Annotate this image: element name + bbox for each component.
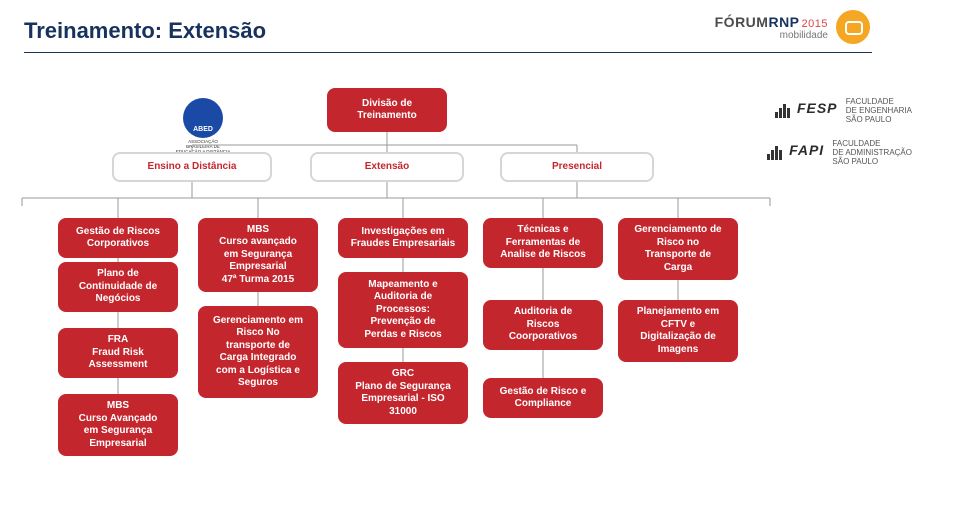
forum-rnp: RNP: [768, 14, 799, 30]
org-node-l2b: Extensão: [310, 152, 464, 182]
org-node-c3b: Mapeamento e Auditoria de Processos: Pre…: [338, 272, 468, 348]
org-node-c5b: Planejamento em CFTV e Digitalização de …: [618, 300, 738, 362]
forum-year: 2015: [802, 18, 828, 30]
page-title: Treinamento: Extensão: [24, 18, 266, 44]
org-node-c1b: Plano de Continuidade de Negócios: [58, 262, 178, 312]
forum-bubble-icon: [836, 10, 870, 44]
org-node-c4b: Auditoria de Riscos Coorporativos: [483, 300, 603, 350]
fapi-badge: FAPI FACULDADE DE ADMINISTRAÇÃO SÃO PAUL…: [767, 140, 912, 166]
org-node-l2a: Ensino a Distância: [112, 152, 272, 182]
org-node-c4a: Técnicas e Ferramentas de Analise de Ris…: [483, 218, 603, 268]
header-divider: [24, 52, 872, 53]
abed-seal-icon: [183, 98, 223, 138]
org-node-c3c: GRC Plano de Segurança Empresarial - ISO…: [338, 362, 468, 424]
org-node-root: Divisão de Treinamento: [327, 88, 447, 132]
org-node-l2c: Presencial: [500, 152, 654, 182]
fesp-abbr: FESP: [797, 100, 838, 116]
org-node-c1c: FRA Fraud Risk Assessment: [58, 328, 178, 378]
org-node-c1d: MBS Curso Avançado em Segurança Empresar…: [58, 394, 178, 456]
fapi-abbr: FAPI: [789, 142, 824, 158]
org-node-c2b: Gerenciamento em Risco No transporte de …: [198, 306, 318, 398]
org-node-c4c: Gestão de Risco e Compliance: [483, 378, 603, 418]
org-node-c1a: Gestão de Riscos Corporativos: [58, 218, 178, 258]
fesp-badge: FESP FACULDADE DE ENGENHARIA SÃO PAULO: [775, 98, 912, 124]
fapi-bars-icon: [767, 146, 783, 160]
forum-logo-text: FÓRUMRNP2015: [715, 14, 828, 30]
fesp-bars-icon: [775, 104, 791, 118]
fesp-text: FACULDADE DE ENGENHARIA SÃO PAULO: [846, 98, 912, 124]
org-node-c2a: MBS Curso avançado em Segurança Empresar…: [198, 218, 318, 292]
org-node-c3a: Investigações em Fraudes Empresariais: [338, 218, 468, 258]
forum-word: FÓRUM: [715, 14, 769, 30]
fapi-text: FACULDADE DE ADMINISTRAÇÃO SÃO PAULO: [832, 140, 912, 166]
org-node-c5a: Gerenciamento de Risco no Transporte de …: [618, 218, 738, 280]
abed-badge: ASSOCIAÇÃO BRASILEIRA DE EDUCAÇÃO A DIST…: [175, 98, 231, 155]
forum-mobilidade: mobilidade: [780, 30, 828, 41]
